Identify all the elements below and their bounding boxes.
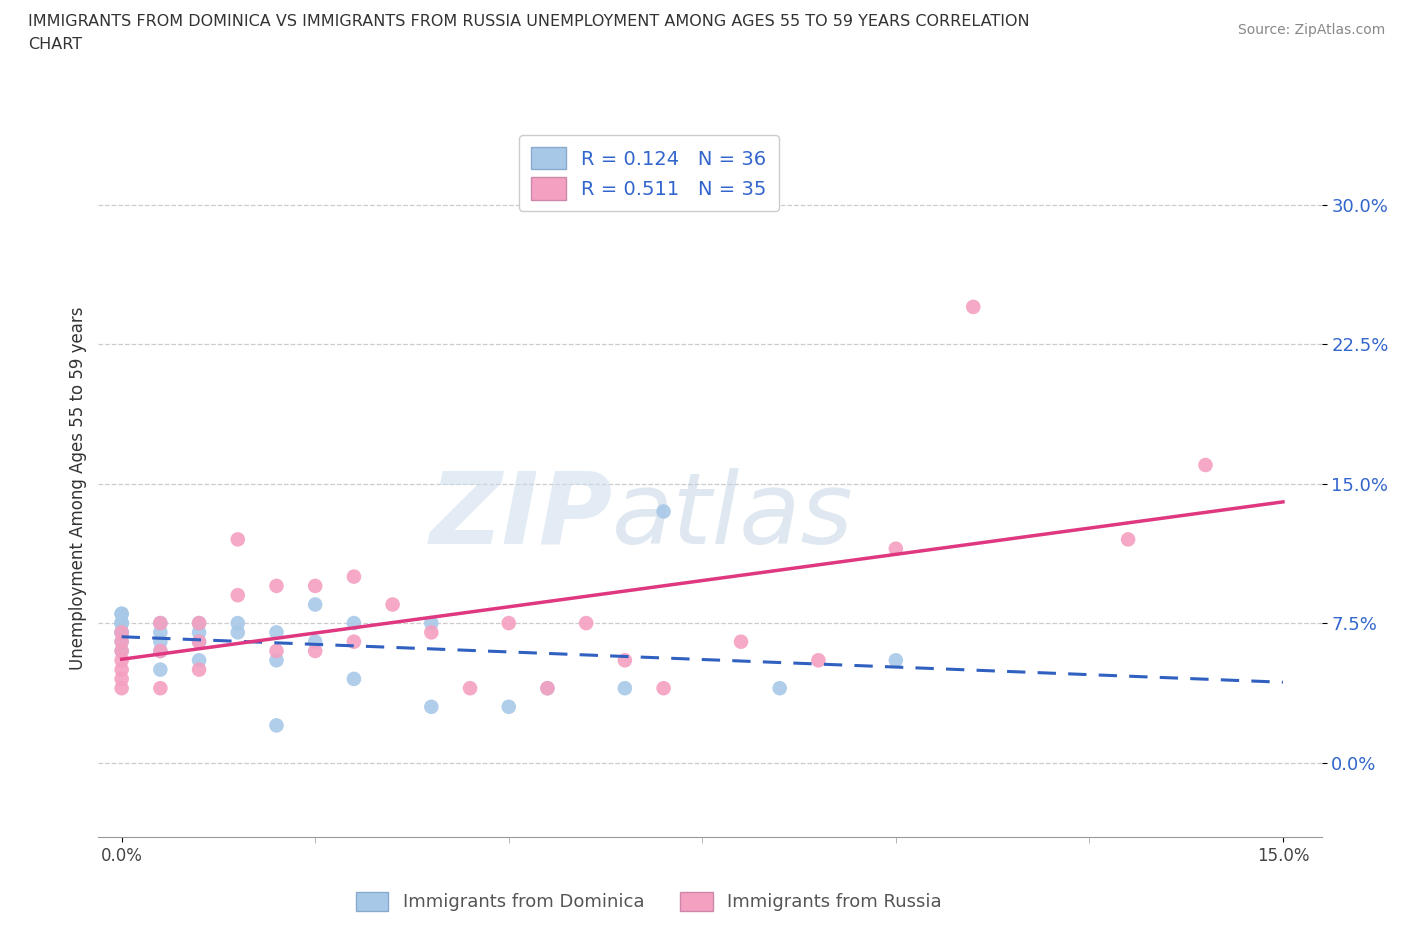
Point bbox=[420, 699, 443, 714]
Point bbox=[807, 653, 830, 668]
Point bbox=[149, 625, 172, 640]
Point bbox=[188, 634, 211, 649]
Point bbox=[149, 616, 172, 631]
Point bbox=[884, 653, 907, 668]
Text: IMMIGRANTS FROM DOMINICA VS IMMIGRANTS FROM RUSSIA UNEMPLOYMENT AMONG AGES 55 TO: IMMIGRANTS FROM DOMINICA VS IMMIGRANTS F… bbox=[28, 14, 1029, 29]
Point bbox=[458, 681, 481, 696]
Text: atlas: atlas bbox=[612, 468, 853, 565]
Point bbox=[343, 616, 366, 631]
Point bbox=[304, 578, 326, 593]
Point bbox=[188, 625, 211, 640]
Point bbox=[111, 625, 134, 640]
Point bbox=[111, 671, 134, 686]
Point bbox=[188, 616, 211, 631]
Point bbox=[149, 634, 172, 649]
Point bbox=[730, 634, 752, 649]
Point bbox=[575, 616, 598, 631]
Point bbox=[111, 625, 134, 640]
Y-axis label: Unemployment Among Ages 55 to 59 years: Unemployment Among Ages 55 to 59 years bbox=[69, 307, 87, 670]
Point bbox=[149, 616, 172, 631]
Point bbox=[226, 532, 249, 547]
Point bbox=[111, 662, 134, 677]
Point bbox=[149, 644, 172, 658]
Point bbox=[613, 681, 636, 696]
Point bbox=[420, 625, 443, 640]
Point bbox=[111, 616, 134, 631]
Point bbox=[1194, 458, 1216, 472]
Point bbox=[226, 588, 249, 603]
Point bbox=[884, 541, 907, 556]
Point bbox=[111, 625, 134, 640]
Point bbox=[111, 653, 134, 668]
Point bbox=[304, 634, 326, 649]
Point bbox=[266, 653, 288, 668]
Point bbox=[226, 625, 249, 640]
Point bbox=[111, 634, 134, 649]
Point bbox=[149, 662, 172, 677]
Point bbox=[111, 616, 134, 631]
Point bbox=[343, 634, 366, 649]
Point bbox=[149, 681, 172, 696]
Point bbox=[149, 644, 172, 658]
Text: ZIP: ZIP bbox=[429, 468, 612, 565]
Point bbox=[188, 616, 211, 631]
Point bbox=[111, 644, 134, 658]
Text: Source: ZipAtlas.com: Source: ZipAtlas.com bbox=[1237, 23, 1385, 37]
Point bbox=[111, 644, 134, 658]
Point bbox=[188, 653, 211, 668]
Point bbox=[266, 625, 288, 640]
Point bbox=[111, 616, 134, 631]
Point bbox=[304, 644, 326, 658]
Point bbox=[498, 699, 520, 714]
Point bbox=[343, 569, 366, 584]
Point bbox=[381, 597, 404, 612]
Point bbox=[304, 597, 326, 612]
Point bbox=[1116, 532, 1139, 547]
Point bbox=[652, 504, 675, 519]
Point bbox=[111, 606, 134, 621]
Point bbox=[962, 299, 984, 314]
Point bbox=[498, 616, 520, 631]
Point bbox=[266, 718, 288, 733]
Point bbox=[652, 681, 675, 696]
Point bbox=[111, 681, 134, 696]
Point bbox=[536, 681, 558, 696]
Point bbox=[343, 671, 366, 686]
Point bbox=[266, 644, 288, 658]
Point bbox=[111, 606, 134, 621]
Point bbox=[420, 616, 443, 631]
Point bbox=[226, 616, 249, 631]
Legend: Immigrants from Dominica, Immigrants from Russia: Immigrants from Dominica, Immigrants fro… bbox=[349, 884, 949, 919]
Point bbox=[111, 625, 134, 640]
Point bbox=[266, 578, 288, 593]
Point bbox=[536, 681, 558, 696]
Point bbox=[188, 662, 211, 677]
Point bbox=[188, 634, 211, 649]
Point bbox=[111, 634, 134, 649]
Point bbox=[769, 681, 792, 696]
Text: CHART: CHART bbox=[28, 37, 82, 52]
Point bbox=[613, 653, 636, 668]
